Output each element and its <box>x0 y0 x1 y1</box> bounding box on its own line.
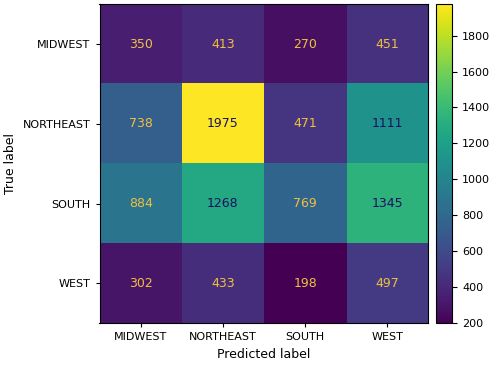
Text: 1268: 1268 <box>207 197 238 210</box>
Text: 471: 471 <box>293 117 317 130</box>
Text: 451: 451 <box>376 38 399 50</box>
X-axis label: Predicted label: Predicted label <box>218 348 310 361</box>
Text: 1111: 1111 <box>372 117 403 130</box>
Y-axis label: True label: True label <box>4 133 17 194</box>
Text: 413: 413 <box>211 38 234 50</box>
Text: 769: 769 <box>293 197 317 210</box>
Text: 1975: 1975 <box>207 117 238 130</box>
Text: 884: 884 <box>128 197 152 210</box>
Text: 433: 433 <box>211 277 234 290</box>
Text: 350: 350 <box>128 38 152 50</box>
Text: 738: 738 <box>128 117 152 130</box>
Text: 1345: 1345 <box>372 197 403 210</box>
Text: 302: 302 <box>128 277 152 290</box>
Text: 270: 270 <box>293 38 317 50</box>
Text: 497: 497 <box>376 277 399 290</box>
Text: 198: 198 <box>293 277 317 290</box>
